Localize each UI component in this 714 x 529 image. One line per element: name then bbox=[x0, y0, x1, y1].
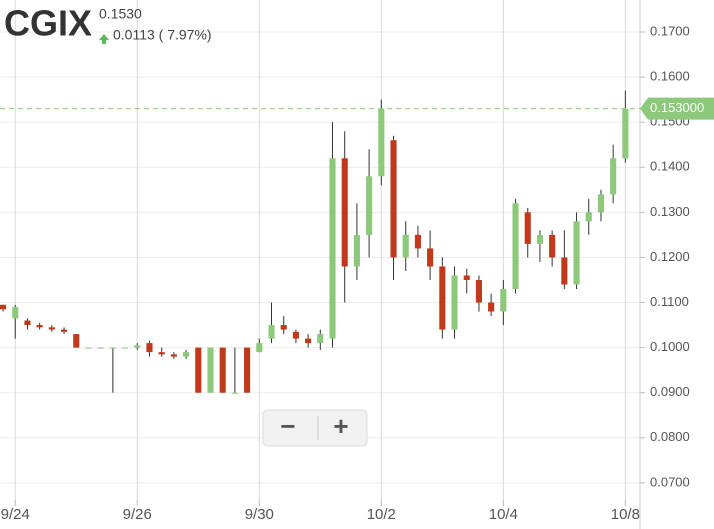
candle-body bbox=[36, 325, 43, 328]
y-tick-label: 0.1000 bbox=[650, 339, 690, 354]
candle-body bbox=[268, 325, 275, 339]
change: 0.0113 ( 7.97%) bbox=[113, 27, 212, 43]
candle-body bbox=[317, 334, 324, 344]
y-tick-label: 0.0800 bbox=[650, 429, 690, 444]
x-tick-label: 9/24 bbox=[1, 506, 30, 523]
candle-body bbox=[475, 279, 482, 303]
y-tick-label: 0.1700 bbox=[650, 23, 690, 38]
zoom-controls: − + bbox=[262, 409, 368, 447]
candle-body bbox=[378, 108, 385, 177]
candle-body bbox=[24, 320, 31, 326]
candle-body bbox=[170, 354, 177, 357]
y-tick-label: 0.1100 bbox=[650, 294, 689, 309]
candle-body bbox=[512, 203, 519, 289]
candle-body bbox=[219, 347, 226, 393]
zoom-in[interactable]: + bbox=[333, 411, 348, 441]
candle-body bbox=[500, 288, 507, 312]
candle-body bbox=[207, 347, 214, 393]
candle-body bbox=[451, 275, 458, 330]
candle-body bbox=[305, 338, 312, 344]
candle-body bbox=[244, 347, 251, 393]
candle-body bbox=[573, 221, 580, 285]
candle-body bbox=[122, 347, 129, 349]
candle-body bbox=[622, 108, 629, 159]
candle-body bbox=[329, 158, 336, 339]
y-tick-label: 0.1400 bbox=[650, 159, 690, 174]
candle-body bbox=[597, 194, 605, 213]
candle-body bbox=[488, 302, 495, 312]
candle-body bbox=[536, 234, 543, 244]
candle-body bbox=[549, 234, 556, 258]
candle-body bbox=[73, 334, 80, 348]
candle-body bbox=[561, 257, 568, 285]
x-tick-label: 10/8 bbox=[611, 506, 640, 523]
candle-body bbox=[0, 304, 7, 310]
candle-body bbox=[427, 248, 434, 267]
candle-body bbox=[195, 347, 202, 393]
candle-body bbox=[256, 343, 263, 353]
y-tick-label: 0.1300 bbox=[650, 204, 690, 219]
candle-body bbox=[97, 347, 104, 349]
y-tick-label: 0.1600 bbox=[650, 69, 690, 84]
candle-body bbox=[463, 275, 470, 280]
up-arrow bbox=[99, 34, 109, 44]
y-tick-label: 0.0900 bbox=[650, 384, 690, 399]
x-tick-label: 9/26 bbox=[123, 506, 152, 523]
candle-body bbox=[12, 307, 19, 319]
candle-body bbox=[134, 345, 141, 348]
candle-body bbox=[353, 234, 360, 267]
candle-body bbox=[48, 327, 55, 330]
price: 0.1530 bbox=[99, 6, 142, 22]
zoom-panel bbox=[262, 409, 368, 447]
candle-body bbox=[280, 325, 287, 330]
candle-body bbox=[183, 352, 190, 357]
y-tick-label: 0.0700 bbox=[650, 474, 690, 489]
candle-body bbox=[61, 329, 68, 332]
candle-body bbox=[610, 158, 617, 195]
x-tick-label: 10/4 bbox=[489, 506, 518, 523]
candle-body bbox=[585, 212, 592, 222]
candle-body bbox=[414, 234, 421, 249]
x-tick-label: 10/2 bbox=[367, 506, 396, 523]
candle-body bbox=[366, 176, 373, 235]
x-tick-label: 9/30 bbox=[245, 506, 274, 523]
zoom-out[interactable]: − bbox=[280, 411, 295, 441]
candle-body bbox=[292, 331, 299, 339]
candle-body bbox=[146, 343, 153, 353]
candle-body bbox=[109, 347, 116, 349]
candle-body bbox=[231, 392, 238, 394]
y-tick-label: 0.1200 bbox=[650, 249, 690, 264]
candle-body bbox=[439, 266, 446, 330]
last-price-label: 0.153000 bbox=[650, 100, 704, 115]
last-price-tag bbox=[640, 97, 714, 120]
symbol: CGIX bbox=[4, 3, 92, 44]
candle-body bbox=[341, 158, 348, 267]
candle-body bbox=[85, 347, 92, 349]
candle-body bbox=[158, 352, 165, 355]
candle-body bbox=[524, 212, 531, 244]
candle-body bbox=[390, 140, 397, 258]
candle-body bbox=[402, 234, 409, 258]
